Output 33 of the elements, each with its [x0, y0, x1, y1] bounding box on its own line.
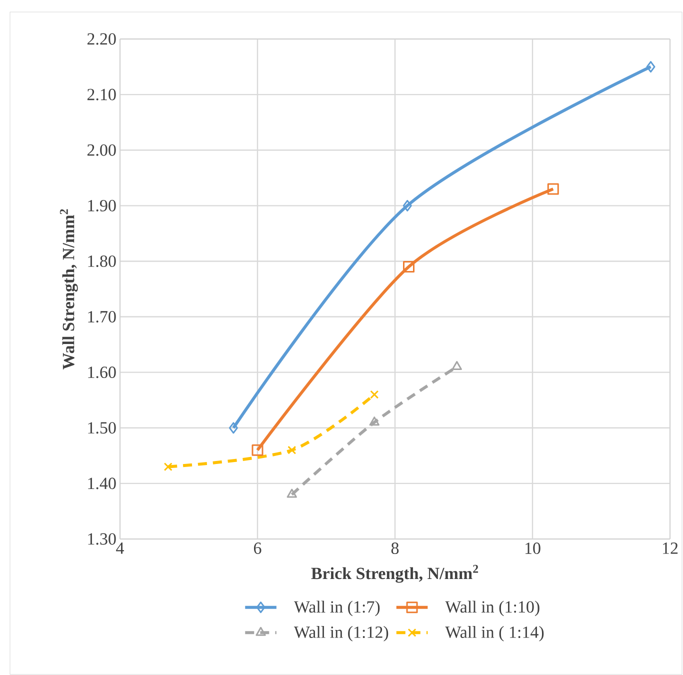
x-tick-label: 6 [254, 542, 262, 554]
legend-label: Wall in (1:10) [445, 600, 540, 616]
legend-label: Wall in (1:7) [294, 600, 380, 616]
y-tick-label: 1.70 [88, 311, 116, 323]
y-tick-label: 1.50 [88, 422, 116, 434]
y-tick-label: 1.90 [88, 200, 116, 212]
point [228, 422, 238, 434]
y-tick-label: 1.30 [88, 533, 116, 545]
y-tick-label: 1.60 [88, 366, 116, 378]
point [547, 183, 559, 195]
point [403, 261, 415, 273]
point [252, 444, 264, 456]
y-tick-label: 2.10 [87, 88, 116, 100]
x-tick-label: 4 [116, 542, 124, 554]
y-tick-label: 1.40 [88, 478, 116, 490]
x-tick-label: 8 [391, 542, 399, 554]
legend-label: Wall in (1:12) [294, 626, 388, 642]
x-axis-title: Brick Strength, N/mm$^{2}$ [311, 564, 478, 583]
y-axis-title: Wall Strength, N/mm$^{2}$ [60, 209, 78, 370]
point [288, 446, 296, 454]
y-tick-label: 2.20 [87, 33, 116, 45]
point [402, 200, 412, 212]
point [164, 462, 172, 472]
point [370, 390, 379, 399]
y-tick-label: 1.80 [88, 255, 116, 267]
x-tick-label: 12 [662, 542, 678, 554]
point [452, 361, 462, 370]
point [369, 416, 380, 426]
legend-label: Wall in ( 1:14) [445, 626, 544, 642]
point [646, 61, 656, 73]
y-tick-label: 2.00 [87, 144, 116, 156]
x-tick-label: 10 [525, 542, 540, 554]
point [286, 488, 297, 498]
